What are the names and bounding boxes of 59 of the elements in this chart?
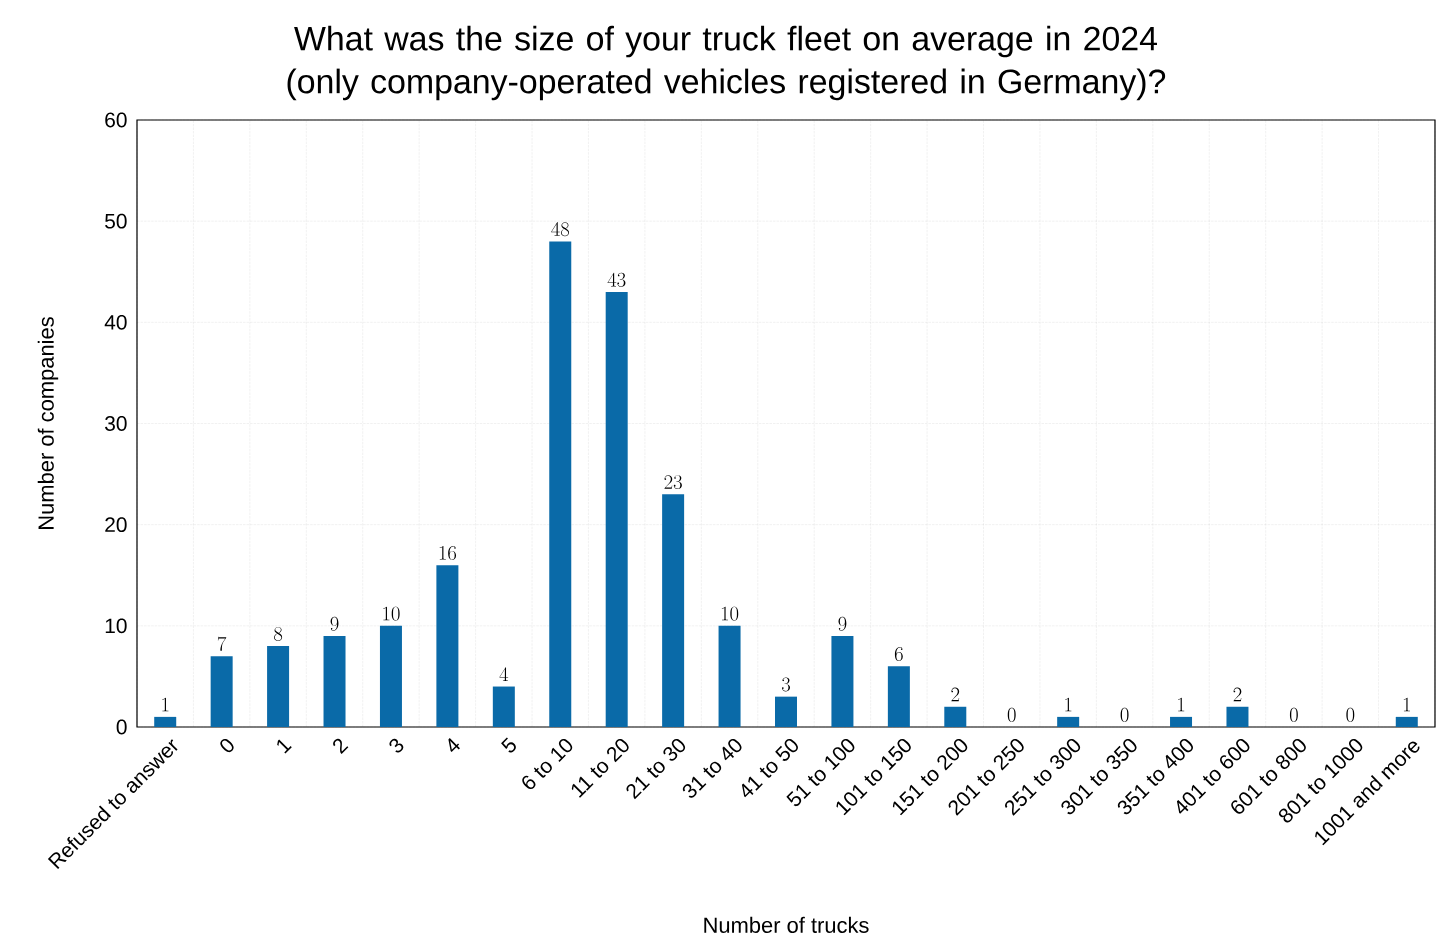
x-tick-label: 5	[501, 737, 516, 753]
y-tick-label: 40	[104, 314, 127, 330]
bar	[718, 625, 741, 727]
data-label: 1	[162, 697, 169, 712]
x-tick-label: 6 to 10	[522, 738, 573, 790]
data-label: 8	[274, 626, 283, 641]
bar	[887, 666, 910, 727]
data-label: 0	[1289, 707, 1298, 722]
data-label: 48	[551, 222, 570, 237]
x-tick-label: 2	[333, 738, 349, 755]
bar	[1170, 716, 1193, 727]
data-label: 2	[951, 687, 960, 702]
data-label: 1	[1065, 697, 1072, 712]
bar	[605, 291, 628, 727]
y-tick-label: 20	[105, 517, 127, 533]
bar	[1057, 716, 1080, 727]
data-label: 23	[664, 475, 682, 490]
bar	[944, 706, 967, 727]
data-label: 2	[1233, 687, 1242, 702]
bar	[436, 565, 459, 727]
data-label: 4	[499, 667, 509, 682]
bar	[549, 241, 572, 727]
x-tick-label: 4	[448, 738, 460, 752]
y-tick-label: 0	[116, 719, 127, 735]
data-label: 10	[721, 606, 739, 621]
data-label: 9	[330, 616, 339, 631]
bar	[831, 635, 854, 727]
data-label: 0	[1120, 707, 1129, 722]
data-label: 7	[217, 636, 227, 651]
data-label: 3	[781, 677, 791, 692]
bar	[775, 696, 797, 727]
y-tick-label: 60	[105, 112, 127, 128]
bar	[154, 716, 177, 727]
chart-title: What was the size of your truck fleet on average in 2024 (only company-operated vehicles registered in Germany)?	[287, 25, 1166, 101]
x-tick-label: 0	[220, 738, 234, 753]
y-axis-title: Number of companies	[37, 317, 59, 529]
data-label: 9	[838, 616, 847, 631]
x-axis-title: Number of trucks	[704, 916, 869, 933]
bar	[379, 625, 402, 727]
bar	[662, 494, 685, 727]
data-label: 16	[439, 545, 457, 560]
data-label: 6	[894, 647, 903, 662]
data-label: 10	[383, 606, 400, 621]
data-label: 43	[607, 272, 626, 287]
bar	[1226, 706, 1249, 727]
data-label: 1	[1403, 697, 1410, 712]
x-tick-label: 3	[389, 738, 404, 753]
data-label: 1	[1178, 697, 1185, 712]
bar	[1395, 716, 1418, 727]
x-tick-label: 1	[277, 739, 292, 754]
y-tick-label: 10	[105, 618, 127, 634]
data-label: 0	[1346, 707, 1355, 722]
y-tick-label: 50	[105, 213, 127, 229]
y-tick-label: 30	[105, 416, 127, 431]
bar	[210, 656, 233, 727]
bar	[323, 635, 346, 727]
bar	[492, 686, 515, 727]
bar	[267, 646, 290, 727]
data-label: 0	[1007, 707, 1016, 722]
